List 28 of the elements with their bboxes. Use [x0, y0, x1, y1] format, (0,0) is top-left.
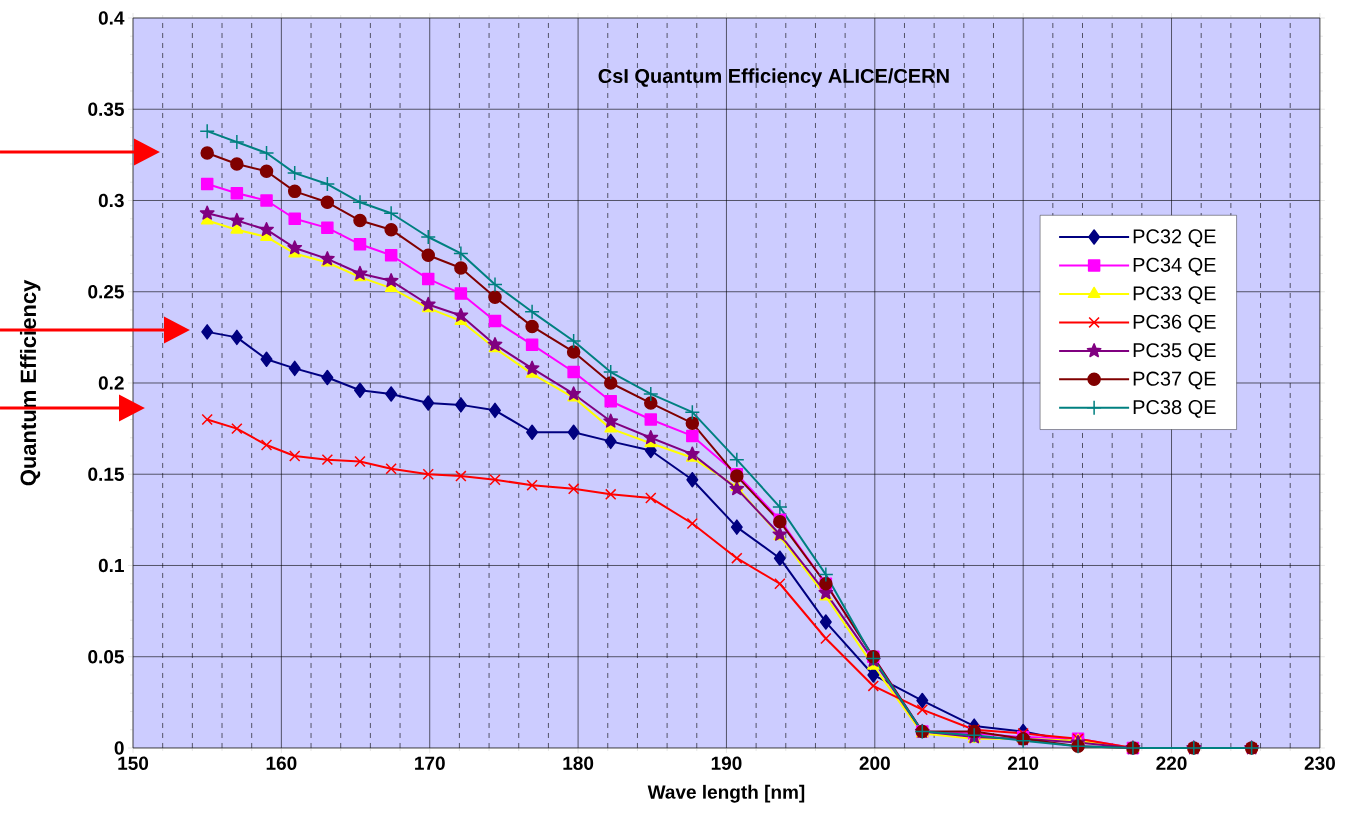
legend-label: PC37 QE: [1133, 371, 1216, 390]
y-tick-label: 0.05: [88, 650, 124, 664]
legend-label: PC34 QE: [1133, 257, 1216, 276]
x-tick-label: 170: [415, 756, 445, 770]
x-axis-title: Wave length [nm]: [647, 784, 805, 803]
y-tick-label: 0: [114, 741, 124, 755]
x-tick-label: 190: [711, 756, 742, 770]
y-axis-title: Quantum Efficiency: [19, 279, 41, 486]
text: CsI Quantum Efficiency ALICE/CERN: [598, 68, 949, 88]
x-tick-label: 160: [266, 756, 297, 770]
x-tick-label: 180: [563, 756, 594, 770]
legend-label: PC38 QE: [1133, 400, 1216, 418]
y-tick-label: 0.15: [88, 467, 124, 481]
x-tick-label: 220: [1156, 756, 1187, 770]
x-tick-label: 230: [1304, 756, 1335, 770]
y-tick-label: 0.3: [98, 193, 124, 208]
y-tick-label: 0.1: [98, 558, 124, 573]
y-tick-label: 0.4: [98, 11, 125, 25]
x-tick-label: 200: [859, 756, 890, 770]
x-tick-label: 210: [1007, 756, 1039, 770]
y-tick-label: 0.25: [88, 285, 124, 299]
x-tick-label: 150: [118, 756, 149, 770]
y-tick-label: 0.35: [88, 102, 124, 116]
legend-label: PC35 QE: [1133, 343, 1216, 361]
legend-label: PC32 QE: [1133, 229, 1216, 248]
legend-label: PC36 QE: [1133, 314, 1216, 333]
y-tick-label: 0.2: [98, 376, 124, 390]
legend-label: PC33 QE: [1133, 286, 1216, 304]
